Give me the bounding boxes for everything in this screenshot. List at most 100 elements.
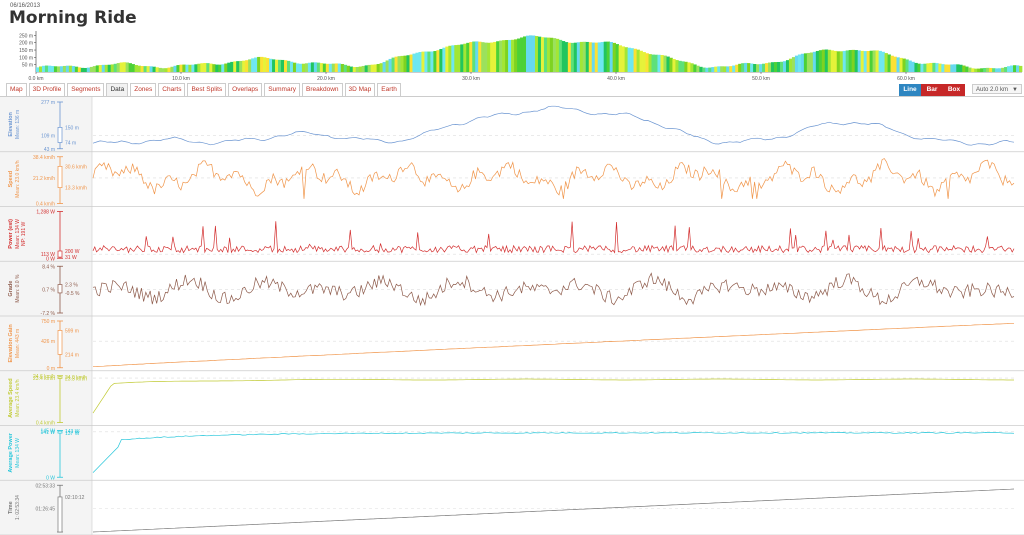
profile-bar <box>448 45 452 72</box>
ride-date: 06/16/2013 <box>10 3 41 9</box>
profile-bar <box>161 68 165 72</box>
profile-bar <box>83 67 88 72</box>
profile-bar <box>53 66 58 72</box>
profile-bar <box>854 50 859 72</box>
panel-name: 1: 02:53:34 <box>15 495 21 520</box>
panel-elevation[interactable]: Elevation Mean: 136 m 277 m 43 m 150 m 74 m 10… <box>0 97 1024 153</box>
tab-zones[interactable]: Zones <box>130 83 157 96</box>
profile-bar <box>119 62 123 72</box>
min-label: 0 m <box>47 366 55 372</box>
profile-bar <box>316 62 321 72</box>
panel-average-power[interactable]: Average Power Mean: 134 W 145 W 0 W 143 W137… <box>0 425 1024 482</box>
tab-segments[interactable]: Segments <box>67 83 105 96</box>
profile-bar <box>776 61 781 72</box>
lower-label: 23.3 km/h <box>65 376 87 382</box>
tab-earth[interactable]: Earth <box>377 83 401 96</box>
profile-bar <box>331 63 336 72</box>
profile-bar <box>872 50 876 72</box>
profile-bar <box>696 65 700 72</box>
profile-bar <box>233 61 237 72</box>
profile-bar <box>669 57 673 72</box>
profile-bar <box>932 62 936 72</box>
data-panels[interactable]: Elevation Mean: 136 m 277 m 43 m 150 m 74 m 10… <box>0 97 1024 535</box>
profile-bar <box>573 42 578 72</box>
upper-label: 24.0 km/h <box>65 375 87 381</box>
panel-grade[interactable]: Grade Mean: 0.0 % 8.4 % -7.2 % 2.3 % -0.5 % 0.… <box>0 261 1024 317</box>
lower-label: 74 m <box>65 141 76 147</box>
smoothing-select[interactable]: Auto 2.0 km ▼ <box>972 84 1022 94</box>
profile-bar <box>815 50 820 72</box>
panel-time[interactable]: Time 1: 02:53:34 02:53:33 02:10:12 01:26:45 <box>0 480 1024 535</box>
iqr-box <box>57 127 63 143</box>
tab-3d-map[interactable]: 3D Map <box>344 83 376 96</box>
profile-bar <box>340 64 345 72</box>
profile-bar <box>529 35 533 72</box>
profile-bar <box>206 63 210 72</box>
profile-bar <box>537 36 542 72</box>
tab-3d-profile[interactable]: 3D Profile <box>28 83 66 96</box>
profile-bar <box>627 47 631 72</box>
max-label: 750 m <box>41 319 55 325</box>
bar-mode-button[interactable]: Bar <box>921 84 943 96</box>
profile-bar <box>382 61 386 72</box>
tab-summary[interactable]: Summary <box>264 83 300 96</box>
profile-bar <box>286 60 291 72</box>
profile-bar <box>430 51 434 72</box>
profile-bar <box>564 42 569 72</box>
lower-label: 31 W <box>65 255 77 261</box>
profile-bar <box>768 62 772 72</box>
panel-power-est-[interactable]: Power (est) Mean: 134 W NP: 191 W 1,288 W 0 … <box>0 206 1024 263</box>
tab-overlaps[interactable]: Overlaps <box>228 83 263 96</box>
profile-bar <box>478 41 482 72</box>
profile-bar <box>654 54 658 72</box>
profile-bar <box>304 63 309 72</box>
profile-bar <box>836 51 841 72</box>
profile-bar <box>281 59 285 72</box>
max-label: 02:53:33 <box>36 483 56 489</box>
profile-bar <box>660 55 664 72</box>
profile-bar <box>442 47 446 72</box>
profile-bar <box>992 68 996 72</box>
profile-bar <box>257 56 261 72</box>
max-label: 277 m <box>41 100 55 106</box>
profile-bar <box>71 66 76 72</box>
profile-bar <box>1013 65 1017 72</box>
profile-bar <box>65 65 70 72</box>
profile-bar <box>394 56 398 72</box>
profile-bar <box>328 63 333 72</box>
tab-best-splits[interactable]: Best Splits <box>187 83 227 96</box>
profile-bar <box>227 62 231 72</box>
panel-speed[interactable]: Speed Mean: 23.0 km/h 38.4 km/h 0.4 km/h 30.… <box>0 151 1024 208</box>
x-tick-label: 10.0 km <box>172 76 190 81</box>
upper-label: 150 m <box>65 125 79 131</box>
profile-bar <box>708 67 712 72</box>
tab-data[interactable]: Data <box>106 83 129 96</box>
upper-label: 599 m <box>65 328 79 334</box>
profile-bar <box>463 43 467 72</box>
panel-elevation-gain[interactable]: Elevation Gain Mean: 443 m 750 m 0 m 599 m 21… <box>0 316 1024 372</box>
profile-bar <box>44 65 49 72</box>
profile-bar <box>971 68 975 72</box>
profile-bar <box>254 57 258 72</box>
chart-mode-toggle: Line Bar Box <box>899 84 965 96</box>
profile-bar <box>260 56 264 72</box>
profile-bar <box>439 48 443 72</box>
panel-average-speed[interactable]: Average Speed Mean: 23.4 km/h 24.6 km/h 0.4… <box>0 370 1024 427</box>
x-tick-label: 0.0 km <box>28 76 43 81</box>
profile-bar <box>833 50 838 72</box>
profile-bar <box>974 68 978 72</box>
tab-charts[interactable]: Charts <box>158 83 186 96</box>
profile-bar <box>520 37 524 72</box>
tab-breakdown[interactable]: Breakdown <box>302 83 343 96</box>
profile-bar <box>824 49 829 72</box>
box-mode-button[interactable]: Box <box>943 84 965 96</box>
profile-bar <box>812 51 817 72</box>
profile-bar <box>343 64 348 72</box>
tab-map[interactable]: Map <box>6 83 27 96</box>
line-mode-button[interactable]: Line <box>899 84 921 96</box>
profile-bar <box>603 41 608 72</box>
profile-bar <box>684 61 688 72</box>
profile-bar <box>98 64 103 72</box>
profile-bar <box>511 39 515 72</box>
